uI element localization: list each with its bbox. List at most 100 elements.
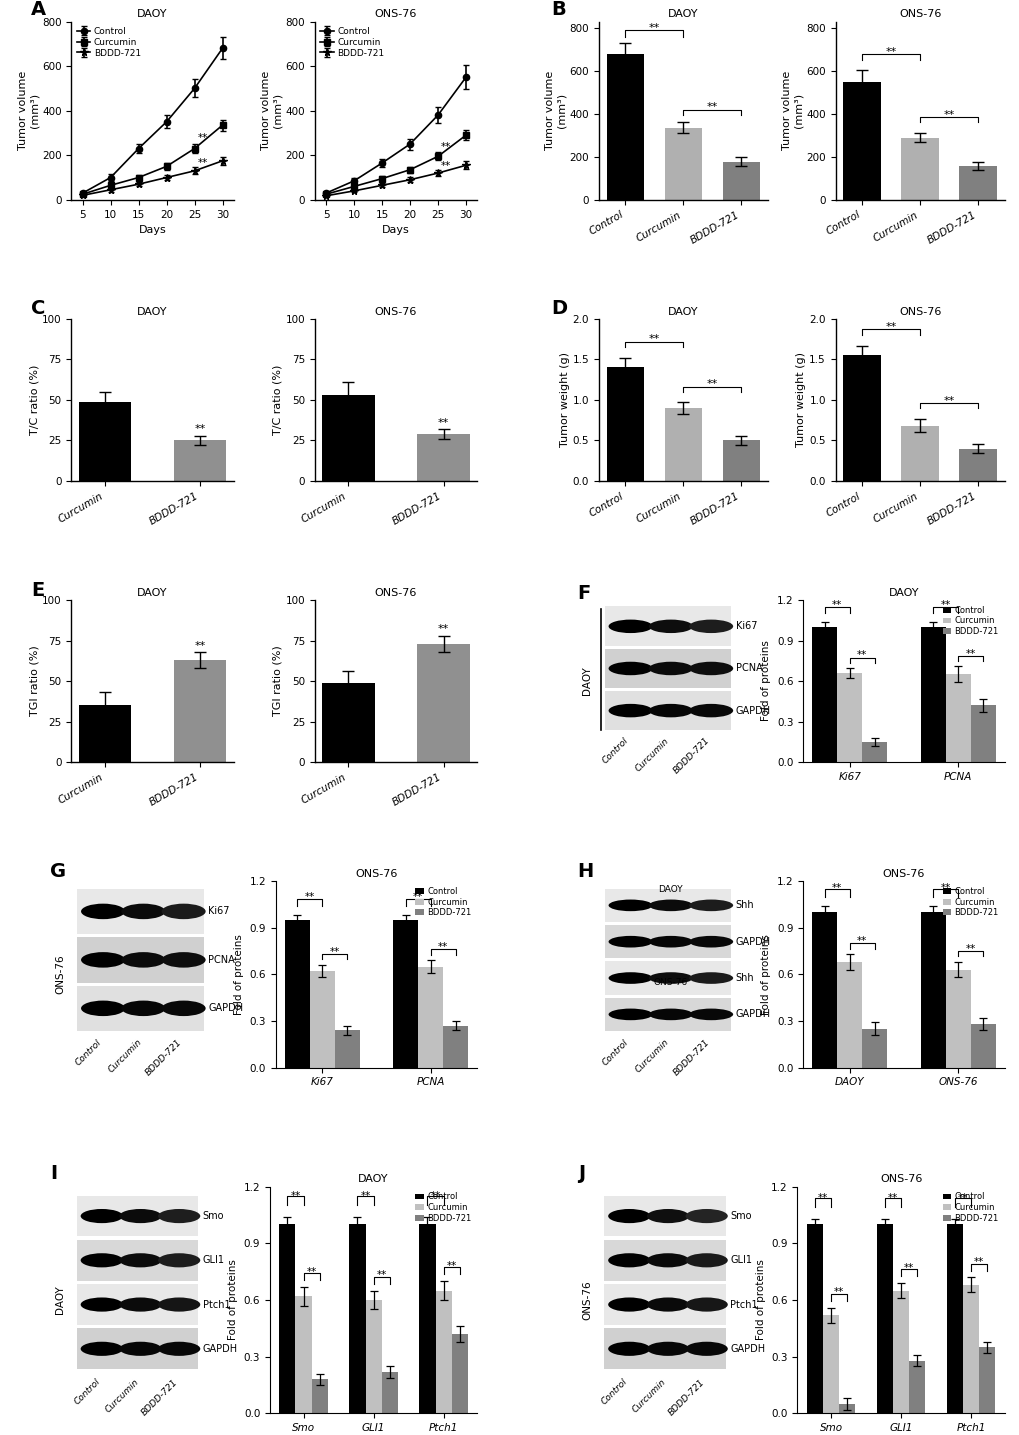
Ellipse shape: [689, 620, 733, 633]
Bar: [811, 627, 837, 762]
Y-axis label: Fold of proteins: Fold of proteins: [228, 1260, 237, 1340]
Title: ONS-76: ONS-76: [374, 307, 417, 317]
Y-axis label: T/C ratio (%): T/C ratio (%): [30, 364, 40, 435]
Ellipse shape: [648, 900, 692, 911]
Bar: [946, 1224, 962, 1413]
Text: BDDD-721: BDDD-721: [671, 736, 710, 776]
Ellipse shape: [161, 1000, 206, 1016]
Bar: [604, 888, 731, 923]
Text: **: **: [306, 1267, 317, 1277]
Title: ONS-76: ONS-76: [898, 10, 941, 19]
Bar: [970, 706, 995, 762]
Text: Curcumin: Curcumin: [633, 1038, 671, 1075]
Bar: [419, 1224, 435, 1413]
Text: GAPDH: GAPDH: [735, 1009, 770, 1019]
Ellipse shape: [689, 705, 733, 718]
Text: **: **: [973, 1257, 983, 1267]
Bar: [76, 1195, 199, 1237]
Title: DAOY: DAOY: [138, 307, 168, 317]
Bar: [322, 395, 374, 481]
Title: ONS-76: ONS-76: [898, 307, 941, 317]
Text: Shh: Shh: [735, 973, 753, 983]
Bar: [310, 971, 334, 1068]
Ellipse shape: [685, 1208, 728, 1223]
Text: **: **: [197, 158, 208, 168]
Ellipse shape: [607, 1342, 650, 1356]
Ellipse shape: [119, 1297, 161, 1312]
Text: Control: Control: [72, 1378, 102, 1406]
Bar: [893, 1290, 908, 1413]
Bar: [76, 1284, 199, 1325]
Bar: [970, 1025, 995, 1068]
Ellipse shape: [689, 1009, 733, 1020]
Text: D: D: [551, 300, 568, 319]
Title: ONS-76: ONS-76: [374, 10, 417, 19]
Ellipse shape: [121, 1000, 165, 1016]
Title: ONS-76: ONS-76: [374, 588, 417, 598]
Text: ONS-76: ONS-76: [653, 979, 687, 987]
Title: ONS-76: ONS-76: [879, 1174, 921, 1184]
Bar: [604, 690, 731, 730]
Text: **: **: [360, 1191, 370, 1201]
Text: **: **: [903, 1263, 913, 1273]
Bar: [604, 1195, 726, 1237]
Bar: [945, 970, 970, 1068]
Ellipse shape: [608, 620, 652, 633]
Bar: [77, 888, 204, 934]
Bar: [76, 1329, 199, 1369]
Bar: [78, 706, 131, 762]
Bar: [945, 674, 970, 762]
Ellipse shape: [646, 1342, 689, 1356]
Text: Control: Control: [73, 1038, 103, 1068]
Text: DAOY: DAOY: [658, 885, 683, 894]
Text: **: **: [943, 110, 954, 119]
Ellipse shape: [646, 1253, 689, 1267]
Text: Curcumin: Curcumin: [633, 736, 671, 773]
Text: **: **: [329, 947, 339, 957]
Bar: [279, 1224, 296, 1413]
Text: Ptch1: Ptch1: [203, 1300, 230, 1310]
Title: DAOY: DAOY: [667, 10, 698, 19]
Title: DAOY: DAOY: [358, 1174, 388, 1184]
Text: GAPDH: GAPDH: [208, 1003, 243, 1013]
Ellipse shape: [119, 1208, 161, 1223]
Ellipse shape: [607, 1297, 650, 1312]
Text: **: **: [817, 1192, 827, 1203]
Bar: [77, 986, 204, 1032]
Ellipse shape: [608, 900, 652, 911]
Bar: [604, 1240, 726, 1280]
Text: GAPDH: GAPDH: [735, 937, 770, 947]
Legend: Control, Curcumin, BDDD-721: Control, Curcumin, BDDD-721: [75, 26, 142, 59]
Bar: [962, 1284, 978, 1413]
Text: G: G: [50, 862, 66, 881]
Y-axis label: Fold of proteins: Fold of proteins: [233, 934, 244, 1015]
Title: DAOY: DAOY: [138, 588, 168, 598]
Bar: [350, 1224, 365, 1413]
Text: Control: Control: [600, 1038, 630, 1068]
Text: PCNA: PCNA: [735, 663, 761, 673]
Ellipse shape: [685, 1297, 728, 1312]
Text: **: **: [943, 396, 954, 406]
Y-axis label: Tumor volume
(mm³): Tumor volume (mm³): [17, 72, 40, 151]
Text: **: **: [437, 941, 447, 951]
Y-axis label: TGI ratio (%): TGI ratio (%): [30, 646, 40, 716]
Ellipse shape: [119, 1253, 161, 1267]
Bar: [664, 128, 702, 199]
Ellipse shape: [648, 705, 692, 718]
Ellipse shape: [81, 951, 125, 967]
Bar: [604, 607, 731, 646]
Text: Curcumin: Curcumin: [103, 1378, 141, 1415]
Legend: Control, Curcumin, BDDD-721: Control, Curcumin, BDDD-721: [414, 885, 473, 918]
Ellipse shape: [608, 936, 652, 947]
Y-axis label: Fold of proteins: Fold of proteins: [760, 934, 770, 1015]
Text: **: **: [413, 893, 423, 903]
Ellipse shape: [648, 662, 692, 676]
Ellipse shape: [158, 1297, 200, 1312]
Text: Ptch1: Ptch1: [730, 1300, 757, 1310]
Text: **: **: [430, 1191, 440, 1201]
Text: **: **: [856, 650, 866, 660]
Bar: [296, 1296, 311, 1413]
Text: BDDD-721: BDDD-721: [140, 1378, 179, 1416]
Text: **: **: [888, 1192, 898, 1203]
Bar: [604, 1329, 726, 1369]
